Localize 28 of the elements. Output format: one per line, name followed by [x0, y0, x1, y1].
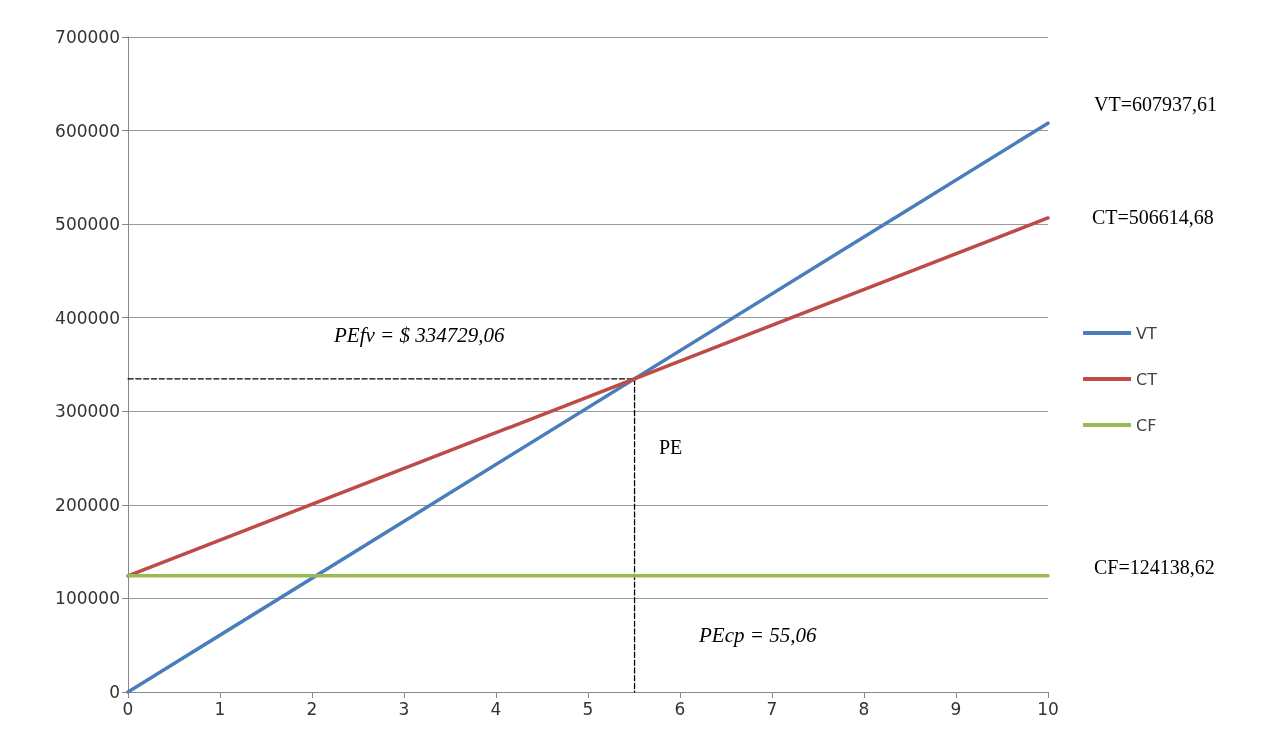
- x-tick-label: 4: [490, 698, 502, 719]
- x-tick-label: 8: [858, 698, 870, 719]
- annotation: PEfv = $ 334729,06: [333, 322, 505, 347]
- x-tick-label: 2: [306, 698, 318, 719]
- y-tick-label: 200000: [55, 494, 120, 515]
- text: CF=124138,62: [1094, 556, 1215, 578]
- legend-label: CT: [1136, 369, 1158, 389]
- y-tick-label: 700000: [55, 27, 120, 47]
- y-tick-label: 600000: [55, 120, 120, 141]
- text: VT=607937,61: [1094, 93, 1217, 115]
- y-tick-label: 300000: [55, 401, 120, 422]
- legend-label: VT: [1136, 323, 1157, 343]
- y-tick-label: 0: [109, 682, 120, 702]
- annotation: PE: [659, 436, 683, 458]
- y-tick-label: 100000: [55, 588, 120, 609]
- legend-label: CF: [1136, 415, 1157, 435]
- y-tick-label: 400000: [55, 307, 120, 328]
- x-tick-label: 0: [122, 698, 134, 719]
- annotation: PEcp = 55,06: [698, 622, 817, 647]
- text: CT=506614,68: [1092, 206, 1214, 228]
- x-tick-label: 3: [398, 698, 410, 719]
- x-tick-label: 6: [674, 698, 686, 719]
- x-tick-label: 7: [766, 698, 778, 719]
- x-tick-label: 5: [582, 698, 594, 719]
- y-tick-label: 500000: [55, 214, 120, 235]
- x-tick-label: 10: [1037, 698, 1059, 719]
- x-tick-label: 1: [214, 698, 226, 719]
- x-tick-label: 9: [950, 698, 962, 719]
